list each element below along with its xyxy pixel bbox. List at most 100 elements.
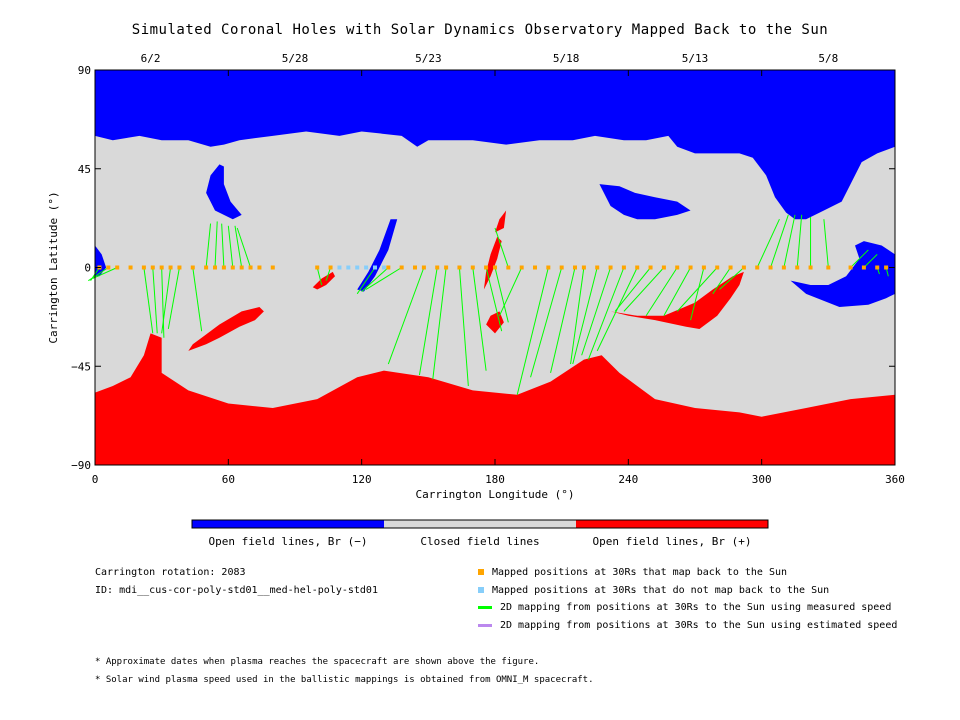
date-tick-label: 5/23 bbox=[415, 52, 442, 65]
mapped-point bbox=[399, 265, 404, 270]
carrington-rotation-text: Carrington rotation: 2083 bbox=[95, 567, 246, 578]
mapped-point bbox=[621, 265, 626, 270]
mapped-point bbox=[875, 265, 880, 270]
mapped-point bbox=[493, 265, 497, 270]
measured-mapping-line bbox=[494, 227, 509, 268]
date-tick-label: 5/8 bbox=[818, 52, 838, 65]
measured-mapping-line bbox=[485, 267, 503, 332]
mapped-point bbox=[755, 265, 760, 270]
colorbar-label-negative: Open field lines, Br (−) bbox=[208, 535, 368, 548]
x-tick-label: 240 bbox=[618, 473, 638, 486]
mapped-point bbox=[213, 265, 217, 270]
x-tick-label: 60 bbox=[222, 473, 235, 486]
measured-mapping-line bbox=[530, 267, 563, 378]
mapped-point bbox=[701, 265, 706, 270]
negative-channel bbox=[357, 219, 398, 292]
colorbar-segment bbox=[192, 520, 384, 528]
measured-mapping-line bbox=[234, 225, 243, 268]
measured-mapping-line bbox=[719, 267, 745, 290]
mapped-point bbox=[204, 265, 209, 270]
measured-mapping-line bbox=[472, 267, 487, 371]
measured-mapping-line bbox=[570, 267, 585, 365]
mapped-point bbox=[506, 265, 511, 270]
measured-mapping-line bbox=[663, 267, 691, 317]
legend-measured-label: 2D mapping from positions at 30Rs to the… bbox=[500, 602, 892, 613]
measured-mapping-line bbox=[92, 267, 118, 279]
measured-mapping-line bbox=[850, 249, 869, 268]
measured-mapping-line bbox=[676, 267, 718, 312]
measured-mapping-line bbox=[863, 253, 878, 268]
note-speed: * Solar wind plasma speed used in the ba… bbox=[95, 675, 594, 685]
mapped-point bbox=[421, 265, 426, 270]
mapped-point bbox=[413, 265, 417, 270]
mapped-point bbox=[484, 265, 489, 270]
mapped-point bbox=[328, 265, 333, 270]
north-midlatitude-coronal-hole bbox=[599, 184, 691, 220]
mapped-point bbox=[715, 265, 720, 270]
measured-mapping-line bbox=[550, 267, 576, 373]
legend-estimated: 2D mapping from positions at 30Rs to the… bbox=[478, 620, 897, 631]
legend-unmapped-square bbox=[478, 587, 484, 593]
north-polar-coronal-hole bbox=[95, 70, 895, 220]
measured-mapping-line bbox=[365, 267, 402, 290]
mapped-point bbox=[150, 265, 155, 270]
measured-mapping-line bbox=[623, 267, 665, 312]
mapped-point bbox=[444, 265, 449, 270]
legend-estimated-line bbox=[478, 623, 492, 627]
colorbar-segment bbox=[576, 520, 768, 528]
mapped-point bbox=[257, 265, 262, 270]
mapped-point bbox=[884, 265, 889, 270]
colorbar-frame bbox=[191, 519, 769, 529]
mapped-point bbox=[573, 265, 577, 270]
mapped-point bbox=[141, 265, 146, 270]
legend-mapped-square bbox=[478, 569, 484, 575]
measured-mapping-line bbox=[516, 267, 549, 395]
mapped-point bbox=[848, 265, 853, 270]
colorbar-label-positive: Open field lines, Br (+) bbox=[592, 535, 752, 548]
measured-mapping-line bbox=[690, 267, 705, 321]
date-tick-label: 5/28 bbox=[282, 52, 309, 65]
y-tick-label: −45 bbox=[71, 360, 91, 373]
south-polar-coronal-hole bbox=[95, 333, 895, 465]
measured-mapping-line bbox=[161, 267, 165, 338]
mapped-point bbox=[315, 265, 320, 270]
measured-mapping-line bbox=[214, 221, 218, 268]
mapped-point bbox=[221, 265, 226, 270]
measured-mapping-line bbox=[614, 267, 651, 312]
x-tick-label: 300 bbox=[752, 473, 772, 486]
mapped-point bbox=[795, 265, 800, 270]
mapped-point bbox=[635, 265, 640, 270]
colorbar-segment bbox=[384, 520, 576, 528]
coronal-hole-map: 0 60 120 180 240 300 360 −90 −45 0 45 90 6/2 5/28 5/23… bbox=[47, 52, 905, 529]
measured-mapping-line bbox=[236, 227, 252, 268]
mapped-point bbox=[457, 265, 462, 270]
y-tick-label: −90 bbox=[71, 459, 91, 472]
legend-mapped-label: Mapped positions at 30Rs that map back t… bbox=[492, 567, 788, 578]
mapped-point bbox=[781, 265, 786, 270]
legend-measured: 2D mapping from positions at 30Rs to the… bbox=[478, 602, 891, 613]
mapped-point bbox=[106, 265, 111, 270]
unmapped-point bbox=[337, 265, 342, 270]
measured-mapping-line bbox=[458, 267, 469, 387]
unmapped-point bbox=[373, 265, 377, 270]
measured-mapping-line bbox=[325, 267, 332, 281]
positive-patch-c bbox=[495, 210, 507, 233]
mapped-point bbox=[768, 265, 773, 270]
measured-mapping-line bbox=[152, 267, 158, 334]
measured-mapping-line bbox=[498, 267, 523, 316]
mapped-point bbox=[741, 265, 746, 270]
mapped-point bbox=[559, 265, 564, 270]
unmapped-point bbox=[364, 265, 369, 270]
mapped-point bbox=[688, 265, 693, 270]
measured-mapping-line bbox=[756, 219, 780, 268]
measured-mapping-line bbox=[387, 267, 425, 365]
measured-mapping-line bbox=[88, 267, 109, 282]
measured-mapping-line bbox=[572, 267, 598, 365]
mapped-point bbox=[808, 265, 813, 270]
measured-mapping-line bbox=[418, 267, 438, 376]
mapped-point bbox=[675, 265, 680, 270]
mapped-point bbox=[248, 265, 253, 270]
date-tick-label: 5/18 bbox=[553, 52, 580, 65]
legend-measured-line bbox=[478, 605, 492, 609]
measured-mapping-line bbox=[770, 214, 789, 268]
